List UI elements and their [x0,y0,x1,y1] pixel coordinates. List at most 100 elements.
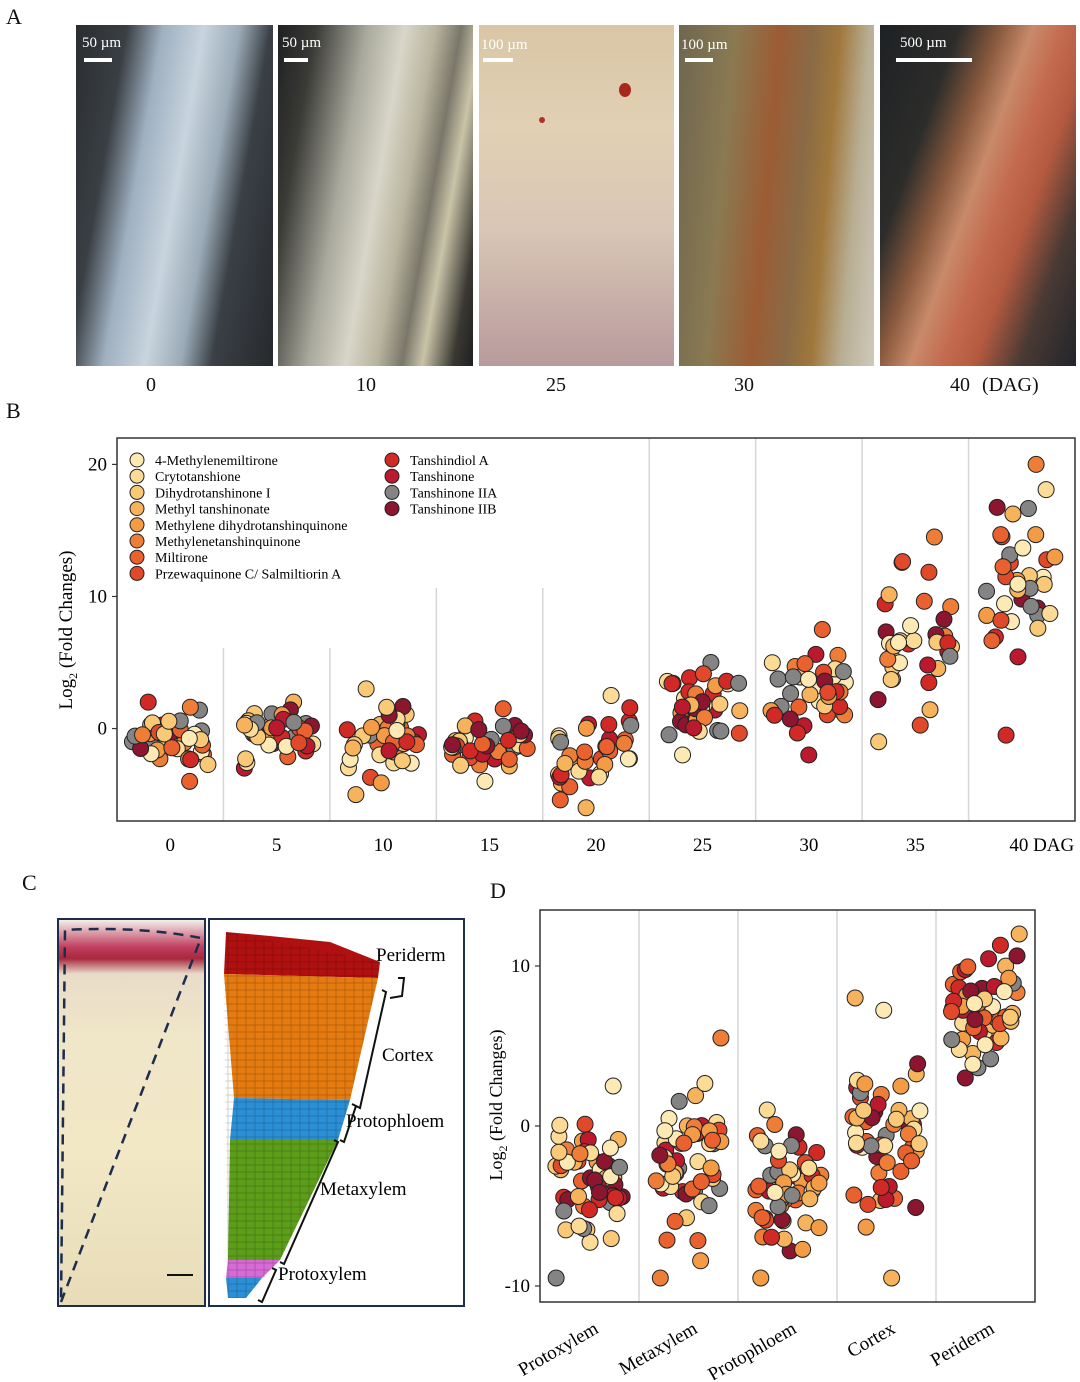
layer-label-periderm: Periderm [376,945,446,966]
legend-label: Tanshinone IIA [410,486,498,501]
legend-marker [384,484,400,500]
chart-d-ylabel: Log2 (Fold Changes) [486,1030,510,1181]
data-point [783,1186,801,1204]
data-point [199,756,217,774]
x-category-label: 40 DAG [1009,835,1074,856]
x-category-label: 0 [165,835,175,856]
data-point [499,731,517,749]
data-point [512,722,530,740]
legend-marker [129,468,145,484]
root-photo-0dag: 50 µm [76,25,273,366]
timepoint-label-25: 25 [546,374,566,396]
data-point [992,1029,1010,1047]
scale-label-40: 500 µm [900,35,947,51]
scale-label-30: 100 µm [681,37,728,53]
timepoint-label-30: 30 [734,374,754,396]
red-spot [539,117,545,123]
data-point [290,734,308,752]
data-point [182,751,200,769]
data-point [750,1177,768,1195]
data-point [919,656,937,674]
data-point [670,1092,688,1110]
data-point [1027,455,1045,473]
data-point [905,632,923,650]
data-point [1010,925,1028,943]
data-point [800,670,818,688]
legend-marker [129,484,145,500]
data-point [890,634,908,652]
data-point [834,663,852,681]
data-point [982,1050,1000,1068]
data-point [856,1075,874,1093]
data-point [473,735,491,753]
data-point [846,989,864,1007]
x-category-label: 10 [374,835,393,856]
data-point [857,1218,875,1236]
legend-label: Methyl tanshinonate [155,503,270,518]
legend-label: 4-Methylenemiltirone [155,454,278,469]
data-point [452,756,470,774]
data-point [907,1198,925,1216]
data-point [285,713,303,731]
x-category-label: 20 [587,835,606,856]
bracket [279,1139,340,1266]
layer-label-metaxylem: Metaxylem [320,1179,407,1200]
chart-b-frame [116,437,1076,822]
data-point [902,617,920,635]
panel-label-c: C [22,870,37,895]
chart-d-frame [539,909,1036,1303]
data-point [470,721,488,739]
data-point [398,733,416,751]
data-point [910,1135,928,1153]
data-point [875,1001,893,1019]
data-point [181,698,199,716]
dashed-wedge-outline [59,927,203,1303]
scale-bar [685,58,713,62]
legend-marker [129,501,145,517]
chart-d: -10 0 10 Protoxylem Metaxylem Protophloem Cor… [486,909,1036,1380]
data-point [180,729,198,747]
data-point [784,668,802,686]
legend-label: Crytotanshione [155,470,241,485]
data-point [378,698,396,716]
data-point [700,1197,718,1215]
data-point [943,1031,961,1049]
x-category-label: 5 [272,835,282,856]
data-point [763,654,781,672]
data-point [1008,947,1026,965]
bracket [339,1103,358,1144]
data-point [551,1116,569,1134]
data-point [903,1152,921,1170]
data-point [966,1010,984,1028]
data-point [943,1003,961,1021]
data-point [980,950,998,968]
data-point [621,699,639,717]
red-spot [619,83,631,97]
data-point [547,1269,565,1287]
data-point [651,1269,669,1287]
data-point [752,1269,770,1287]
chart-b-ylabel: Log2 (Fold Changes) [56,550,80,709]
data-point [696,1074,714,1092]
data-point [909,1055,927,1073]
legend-label: Methylenetanshinquinone [155,535,300,550]
data-point [139,693,157,711]
data-point [920,563,938,581]
data-point [556,754,574,772]
data-point [590,768,608,786]
root-photo-25dag: 100 µm [479,25,674,366]
data-point [372,774,390,792]
data-point [859,1195,877,1213]
data-point [758,1101,776,1119]
data-point [647,1172,665,1190]
data-point [591,1183,609,1201]
data-point [752,1132,770,1150]
data-point [870,733,888,751]
data-point [872,1178,890,1196]
data-point [476,772,494,790]
data-point [580,1201,598,1219]
legend-marker [384,501,400,517]
data-point [600,715,618,733]
legend-marker [129,517,145,533]
data-point [807,645,825,663]
